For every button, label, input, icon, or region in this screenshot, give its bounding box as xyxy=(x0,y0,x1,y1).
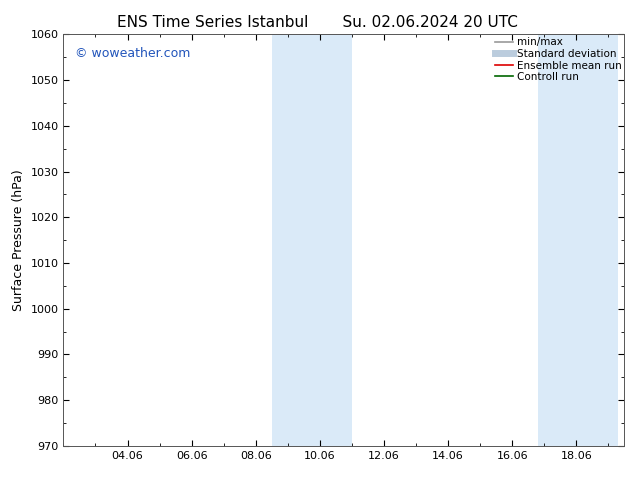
Legend: min/max, Standard deviation, Ensemble mean run, Controll run: min/max, Standard deviation, Ensemble me… xyxy=(495,37,621,82)
Bar xyxy=(538,34,618,446)
Bar xyxy=(272,34,352,446)
Y-axis label: Surface Pressure (hPa): Surface Pressure (hPa) xyxy=(12,169,25,311)
Text: ENS Time Series Istanbul       Su. 02.06.2024 20 UTC: ENS Time Series Istanbul Su. 02.06.2024 … xyxy=(117,15,517,30)
Text: © woweather.com: © woweather.com xyxy=(75,47,190,60)
